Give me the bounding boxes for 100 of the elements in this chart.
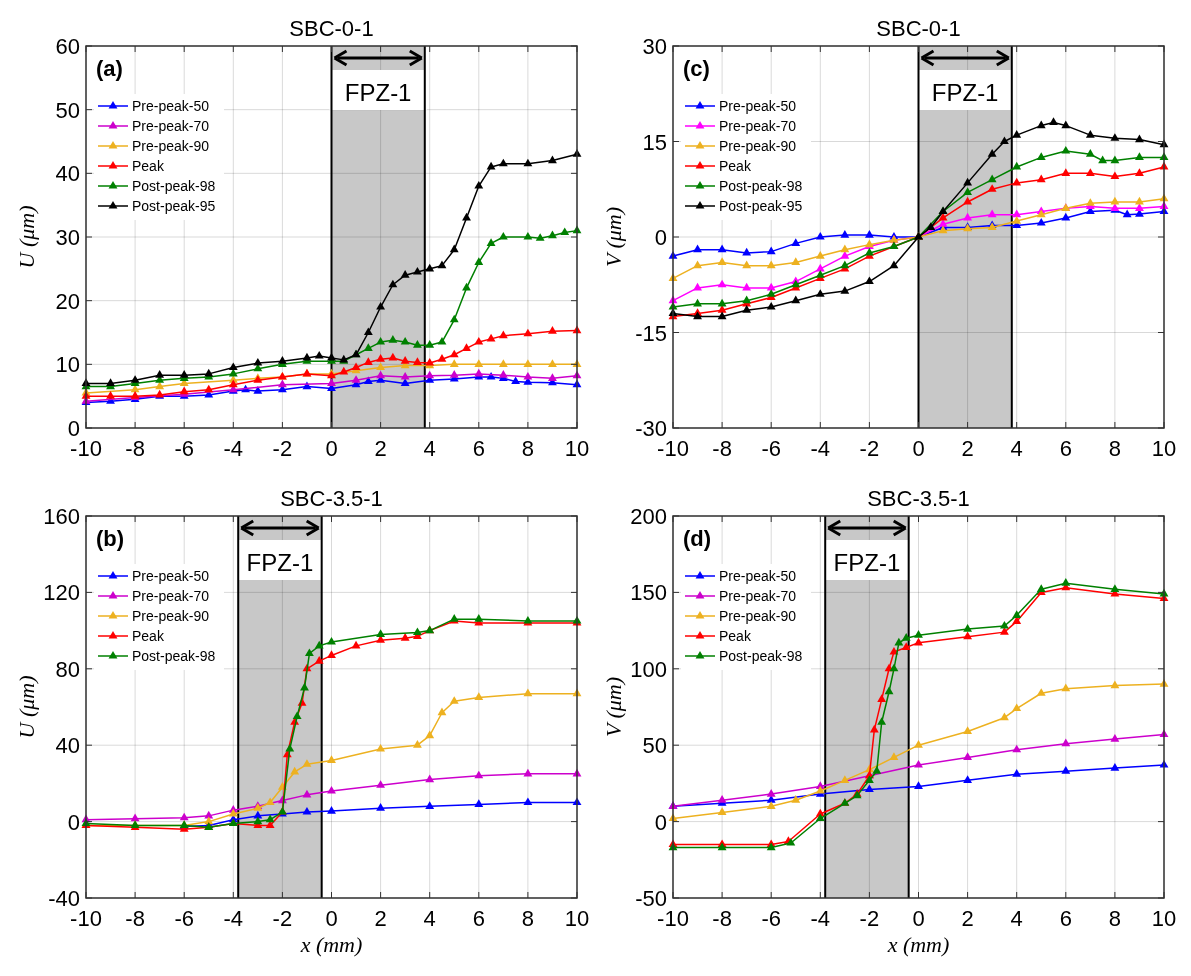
band-label: FPZ-1 xyxy=(344,79,412,106)
y-tick-label: 120 xyxy=(43,580,80,606)
x-tick-label: 6 xyxy=(1059,906,1072,931)
y-tick-label: 80 xyxy=(55,656,80,682)
band-label: FPZ-1 xyxy=(833,549,901,576)
legend-label: Pre-peak-70 xyxy=(132,118,210,134)
x-tick-label: 10 xyxy=(564,436,590,461)
x-tick-label: -8 xyxy=(712,906,732,931)
legend-label: Pre-peak-90 xyxy=(132,608,210,624)
legend-label: Post-peak-95 xyxy=(719,198,803,214)
legend-label: Pre-peak-90 xyxy=(132,138,210,154)
x-tick-label: -4 xyxy=(810,906,831,931)
x-tick-label: 2 xyxy=(374,436,387,461)
annotation: (b) xyxy=(96,526,125,551)
x-tick-label: -2 xyxy=(272,436,293,461)
y-tick-label: 200 xyxy=(630,504,667,529)
y-axis-title: V (μm) xyxy=(601,206,626,268)
chart-title: SBC-3.5-1 xyxy=(280,486,383,511)
chart-title: SBC-0-1 xyxy=(289,16,374,41)
annotation: (d) xyxy=(683,526,712,551)
annotation: (a) xyxy=(96,56,123,81)
y-tick-label: 20 xyxy=(55,288,80,314)
x-tick-label: 4 xyxy=(1010,906,1023,931)
x-tick-label: 4 xyxy=(1010,436,1023,461)
y-tick-label: 15 xyxy=(642,129,667,155)
y-tick-label: 50 xyxy=(55,97,80,123)
x-tick-label: 10 xyxy=(1151,436,1177,461)
x-tick-label: -4 xyxy=(810,436,831,461)
x-tick-label: 0 xyxy=(325,436,338,461)
x-tick-label: -2 xyxy=(859,906,880,931)
legend-label: Post-peak-98 xyxy=(719,178,803,194)
x-tick-label: 8 xyxy=(521,436,535,461)
x-tick-label: 4 xyxy=(423,906,436,931)
x-tick-label: -2 xyxy=(859,436,880,461)
x-tick-label: 8 xyxy=(1108,906,1122,931)
legend-label: Peak xyxy=(719,628,752,644)
legend-label: Peak xyxy=(132,158,165,174)
legend-label: Post-peak-98 xyxy=(132,648,216,664)
x-tick-label: -6 xyxy=(761,436,781,461)
x-tick-label: -6 xyxy=(761,906,781,931)
y-tick-label: -15 xyxy=(635,320,667,346)
y-tick-label: 60 xyxy=(55,34,80,59)
legend-label: Post-peak-98 xyxy=(132,178,216,194)
x-tick-label: 8 xyxy=(1108,436,1122,461)
legend-label: Pre-peak-50 xyxy=(719,568,797,584)
legend-label: Pre-peak-70 xyxy=(132,588,210,604)
legend-label: Pre-peak-50 xyxy=(132,568,210,584)
legend-label: Peak xyxy=(719,158,752,174)
chart-title: SBC-3.5-1 xyxy=(867,486,970,511)
x-tick-label: 6 xyxy=(1059,436,1072,461)
x-tick-label: -6 xyxy=(174,436,194,461)
legend-label: Pre-peak-50 xyxy=(719,98,797,114)
band-label: FPZ-1 xyxy=(931,79,999,106)
x-axis-title: x (mm) xyxy=(886,932,950,957)
y-axis-title: U (μm) xyxy=(14,675,39,739)
x-tick-label: 10 xyxy=(564,906,590,931)
legend-label: Pre-peak-90 xyxy=(719,138,797,154)
y-tick-label: 0 xyxy=(654,225,667,250)
x-axis-title: x (mm) xyxy=(299,932,363,957)
chart-title: SBC-0-1 xyxy=(876,16,961,41)
y-tick-label: 150 xyxy=(630,580,667,606)
x-tick-label: 4 xyxy=(423,436,436,461)
legend-label: Pre-peak-70 xyxy=(719,118,797,134)
y-tick-label: 30 xyxy=(642,34,667,59)
annotation: (c) xyxy=(683,56,710,81)
legend-label: Peak xyxy=(132,628,165,644)
y-axis-title: U (μm) xyxy=(14,205,39,269)
y-tick-label: 30 xyxy=(55,225,80,250)
legend-label: Post-peak-98 xyxy=(719,648,803,664)
x-tick-label: -8 xyxy=(125,436,145,461)
x-tick-label: -8 xyxy=(125,906,145,931)
legend-label: Pre-peak-70 xyxy=(719,588,797,604)
legend-label: Pre-peak-90 xyxy=(719,608,797,624)
y-axis-title: V (μm) xyxy=(601,676,626,738)
x-tick-label: 6 xyxy=(472,436,485,461)
y-tick-label: 100 xyxy=(630,656,667,682)
y-tick-label: 40 xyxy=(55,161,80,187)
x-tick-label: -8 xyxy=(712,436,732,461)
legend-label: Post-peak-95 xyxy=(132,198,216,214)
x-tick-label: 6 xyxy=(472,906,485,931)
y-tick-label: 0 xyxy=(654,809,667,835)
x-tick-label: -4 xyxy=(223,436,244,461)
x-tick-label: 0 xyxy=(912,906,925,931)
x-tick-label: 2 xyxy=(374,906,387,931)
band-label: FPZ-1 xyxy=(246,549,314,576)
legend-label: Pre-peak-50 xyxy=(132,98,210,114)
y-tick-label: 40 xyxy=(55,733,80,759)
x-tick-label: -6 xyxy=(174,906,194,931)
y-tick-label: 160 xyxy=(43,504,80,529)
y-tick-label: 0 xyxy=(67,809,80,835)
x-tick-label: 8 xyxy=(521,906,535,931)
x-tick-label: 0 xyxy=(912,436,925,461)
x-tick-label: 0 xyxy=(325,906,338,931)
x-tick-label: -2 xyxy=(272,906,293,931)
x-tick-label: 10 xyxy=(1151,906,1177,931)
y-tick-label: 10 xyxy=(55,352,80,378)
x-tick-label: -4 xyxy=(223,906,244,931)
x-tick-label: 2 xyxy=(961,436,974,461)
x-tick-label: 2 xyxy=(961,906,974,931)
y-tick-label: 50 xyxy=(642,733,667,759)
